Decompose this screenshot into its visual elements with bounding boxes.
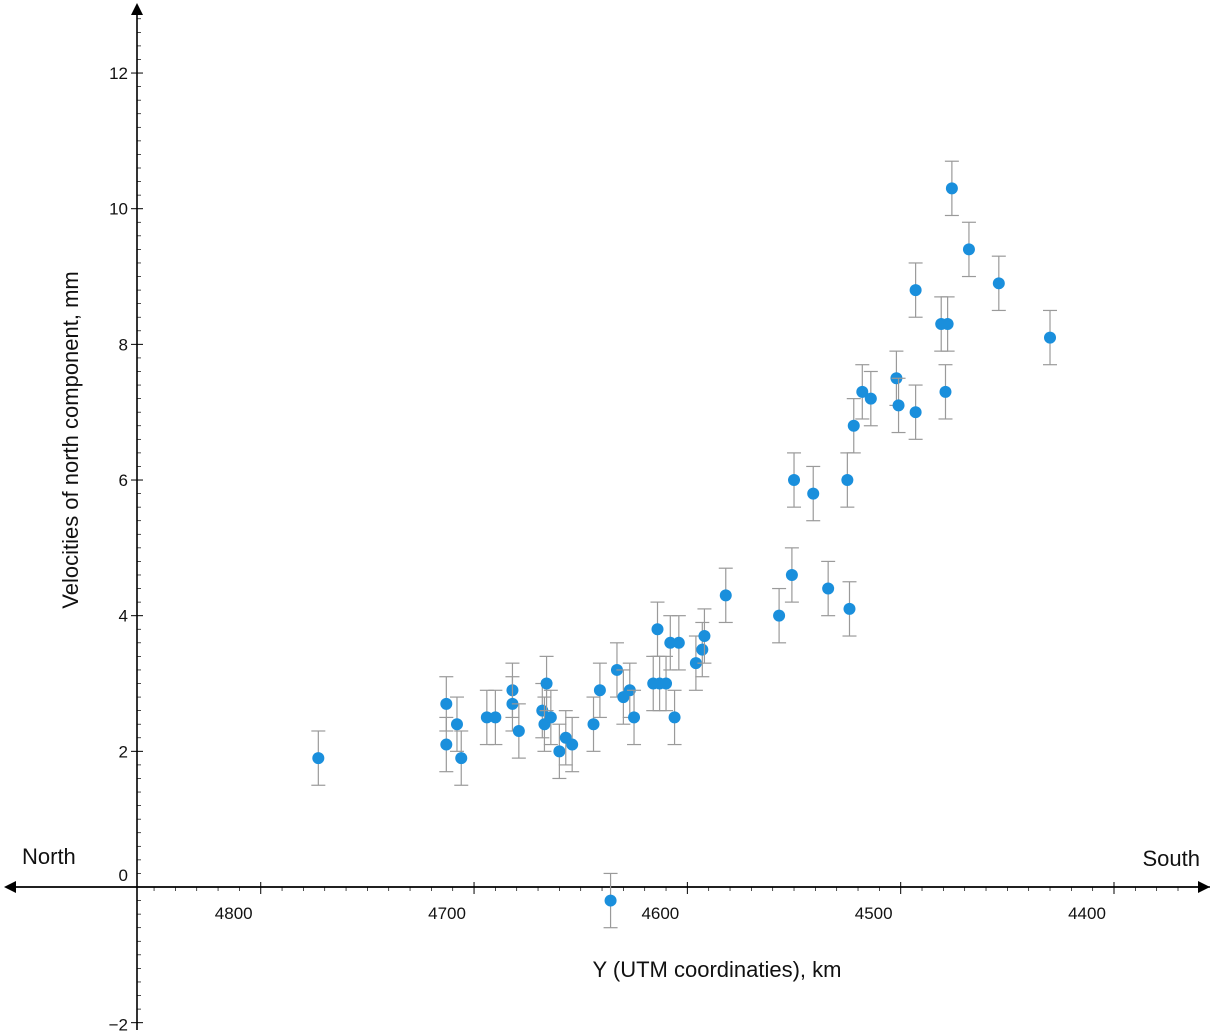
data-point <box>807 487 820 500</box>
data-point <box>553 745 566 758</box>
data-point <box>312 752 325 765</box>
data-point <box>566 738 579 751</box>
data-point <box>992 277 1005 290</box>
data-point <box>841 474 854 487</box>
data-point <box>651 623 664 636</box>
data-point <box>660 677 673 690</box>
data-point <box>696 643 709 656</box>
data-point <box>489 711 502 724</box>
y-axis-title: Velocities of north component, mm <box>58 271 83 609</box>
y-tick-label: 10 <box>109 200 128 219</box>
data-point <box>864 392 877 405</box>
data-points <box>311 160 1058 929</box>
data-point <box>822 582 835 595</box>
data-point <box>847 419 860 432</box>
data-point <box>689 657 702 670</box>
data-point <box>785 568 798 581</box>
data-point <box>440 738 453 751</box>
x-tick-label: 4800 <box>215 904 253 923</box>
data-point <box>628 711 641 724</box>
data-point <box>843 602 856 615</box>
data-point <box>939 385 952 398</box>
data-point <box>909 406 922 419</box>
y-tick-label: 12 <box>109 64 128 83</box>
y-tick-label: 2 <box>119 742 128 761</box>
data-point <box>604 894 617 907</box>
data-point <box>540 677 553 690</box>
north-label: North <box>22 844 76 869</box>
y-tick-label: −2 <box>109 1016 128 1034</box>
y-tick-label: 4 <box>119 607 128 626</box>
data-point <box>941 318 954 331</box>
data-point <box>455 752 468 765</box>
y-tick-label: 0 <box>119 866 128 885</box>
data-point <box>593 684 606 697</box>
data-point <box>909 284 922 297</box>
data-point <box>856 385 869 398</box>
data-point <box>480 711 493 724</box>
data-point <box>440 697 453 710</box>
y-tick-label: 6 <box>119 471 128 490</box>
x-tick-label: 4500 <box>855 904 893 923</box>
data-point <box>672 636 685 649</box>
x-axis-title: Y (UTM coordinaties), km <box>593 957 842 982</box>
data-point <box>512 724 525 737</box>
south-label: South <box>1143 846 1201 871</box>
major-ticks <box>131 72 1115 1024</box>
minor-ticks <box>137 18 1200 1010</box>
data-point <box>664 636 677 649</box>
y-tick-label: 8 <box>119 335 128 354</box>
data-point <box>587 718 600 731</box>
x-tick-label: 4400 <box>1068 904 1106 923</box>
y-tick-labels: −2 0 2 4 6 8 10 12 <box>109 64 128 1034</box>
data-point <box>962 243 975 256</box>
data-point <box>945 182 958 195</box>
data-point <box>450 718 463 731</box>
x-tick-labels: 4800 4700 4600 4500 4400 <box>215 904 1106 923</box>
x-tick-label: 4600 <box>641 904 679 923</box>
x-tick-label: 4700 <box>428 904 466 923</box>
data-point <box>1044 331 1057 344</box>
data-point <box>788 474 801 487</box>
data-point <box>773 609 786 622</box>
data-point <box>892 399 905 412</box>
data-point <box>698 630 711 643</box>
data-point <box>544 711 557 724</box>
data-point <box>719 589 732 602</box>
data-point <box>668 711 681 724</box>
